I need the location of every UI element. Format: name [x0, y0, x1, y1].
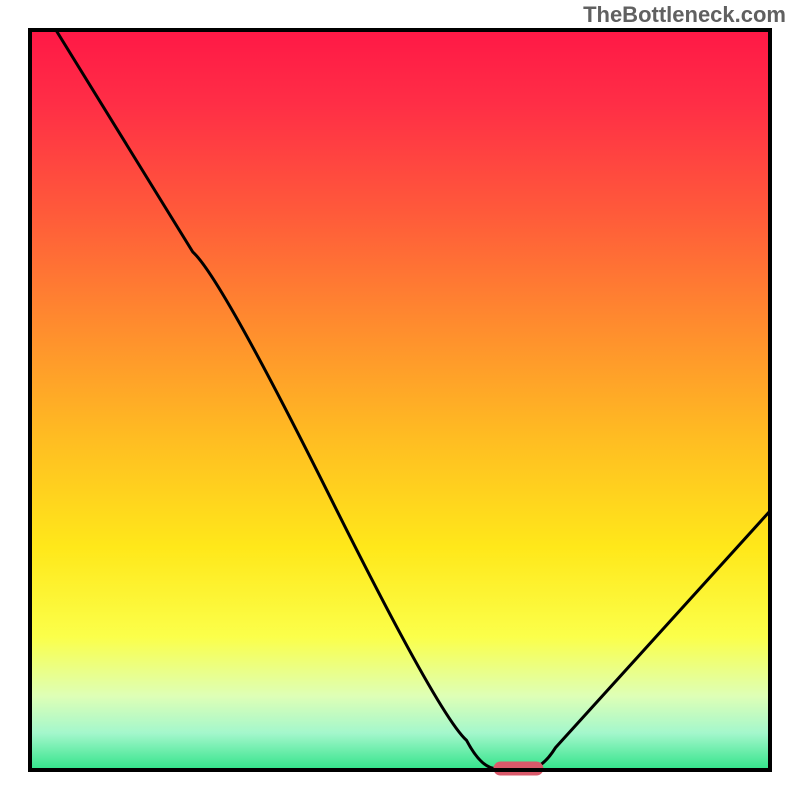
plot-background [30, 30, 770, 770]
watermark-text: TheBottleneck.com [583, 2, 786, 28]
bottleneck-chart [0, 0, 800, 800]
chart-container: TheBottleneck.com [0, 0, 800, 800]
